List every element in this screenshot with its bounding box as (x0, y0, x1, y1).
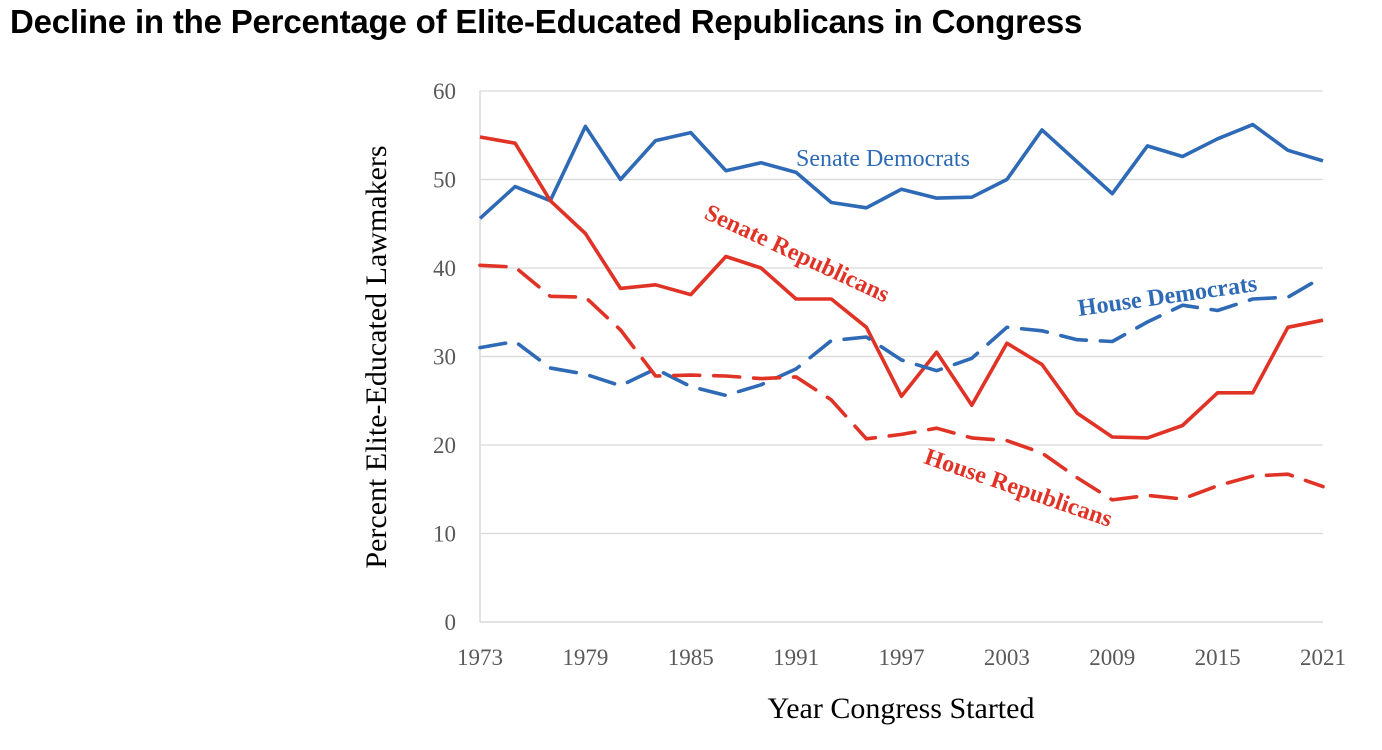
x-tick-label: 1997 (879, 645, 925, 670)
y-tick-labels: 0 10 20 30 40 50 60 (433, 79, 456, 635)
x-tick-label: 2009 (1089, 645, 1135, 670)
series-label-senate-democrats: Senate Democrats (796, 146, 970, 172)
series-labels: Senate Democrats Senate Republicans House … (700, 146, 1258, 533)
y-tick-label: 60 (433, 79, 456, 104)
series-label-senate-republicans: Senate Republicans (700, 200, 893, 308)
y-tick-label: 30 (433, 345, 456, 370)
axes (479, 91, 1323, 623)
y-tick-label: 40 (433, 256, 456, 281)
x-tick-label: 2003 (984, 645, 1030, 670)
y-tick-label: 20 (433, 433, 456, 458)
gridlines (480, 90, 1323, 535)
series-lines (478, 122, 1325, 502)
series-label-house-republicans: House Republicans (921, 444, 1115, 533)
x-tick-labels: 1973 1979 1985 1991 1997 2003 2009 2015 2021 (457, 645, 1346, 670)
chart-title: Decline in the Percentage of Elite-Educa… (10, 3, 1083, 40)
x-tick-label: 1985 (668, 645, 714, 670)
y-tick-label: 50 (433, 168, 456, 193)
y-tick-label: 10 (433, 522, 456, 547)
series-line-house-democrats (478, 274, 1325, 398)
x-axis-title: Year Congress Started (768, 692, 1035, 725)
x-tick-label: 1973 (457, 645, 503, 670)
series-line-house-republicans (478, 263, 1325, 502)
y-tick-label: 0 (445, 610, 457, 635)
y-axis-title: Percent Elite-Educated Lawmakers (360, 145, 393, 568)
x-tick-label: 1991 (773, 645, 819, 670)
series-label-house-democrats: House Democrats (1076, 271, 1258, 322)
x-tick-label: 2015 (1195, 645, 1241, 670)
x-tick-label: 1979 (562, 645, 608, 670)
x-tick-label: 2021 (1300, 645, 1346, 670)
series-line-senate-democrats (478, 122, 1324, 220)
series-line-senate-republicans (479, 135, 1324, 440)
